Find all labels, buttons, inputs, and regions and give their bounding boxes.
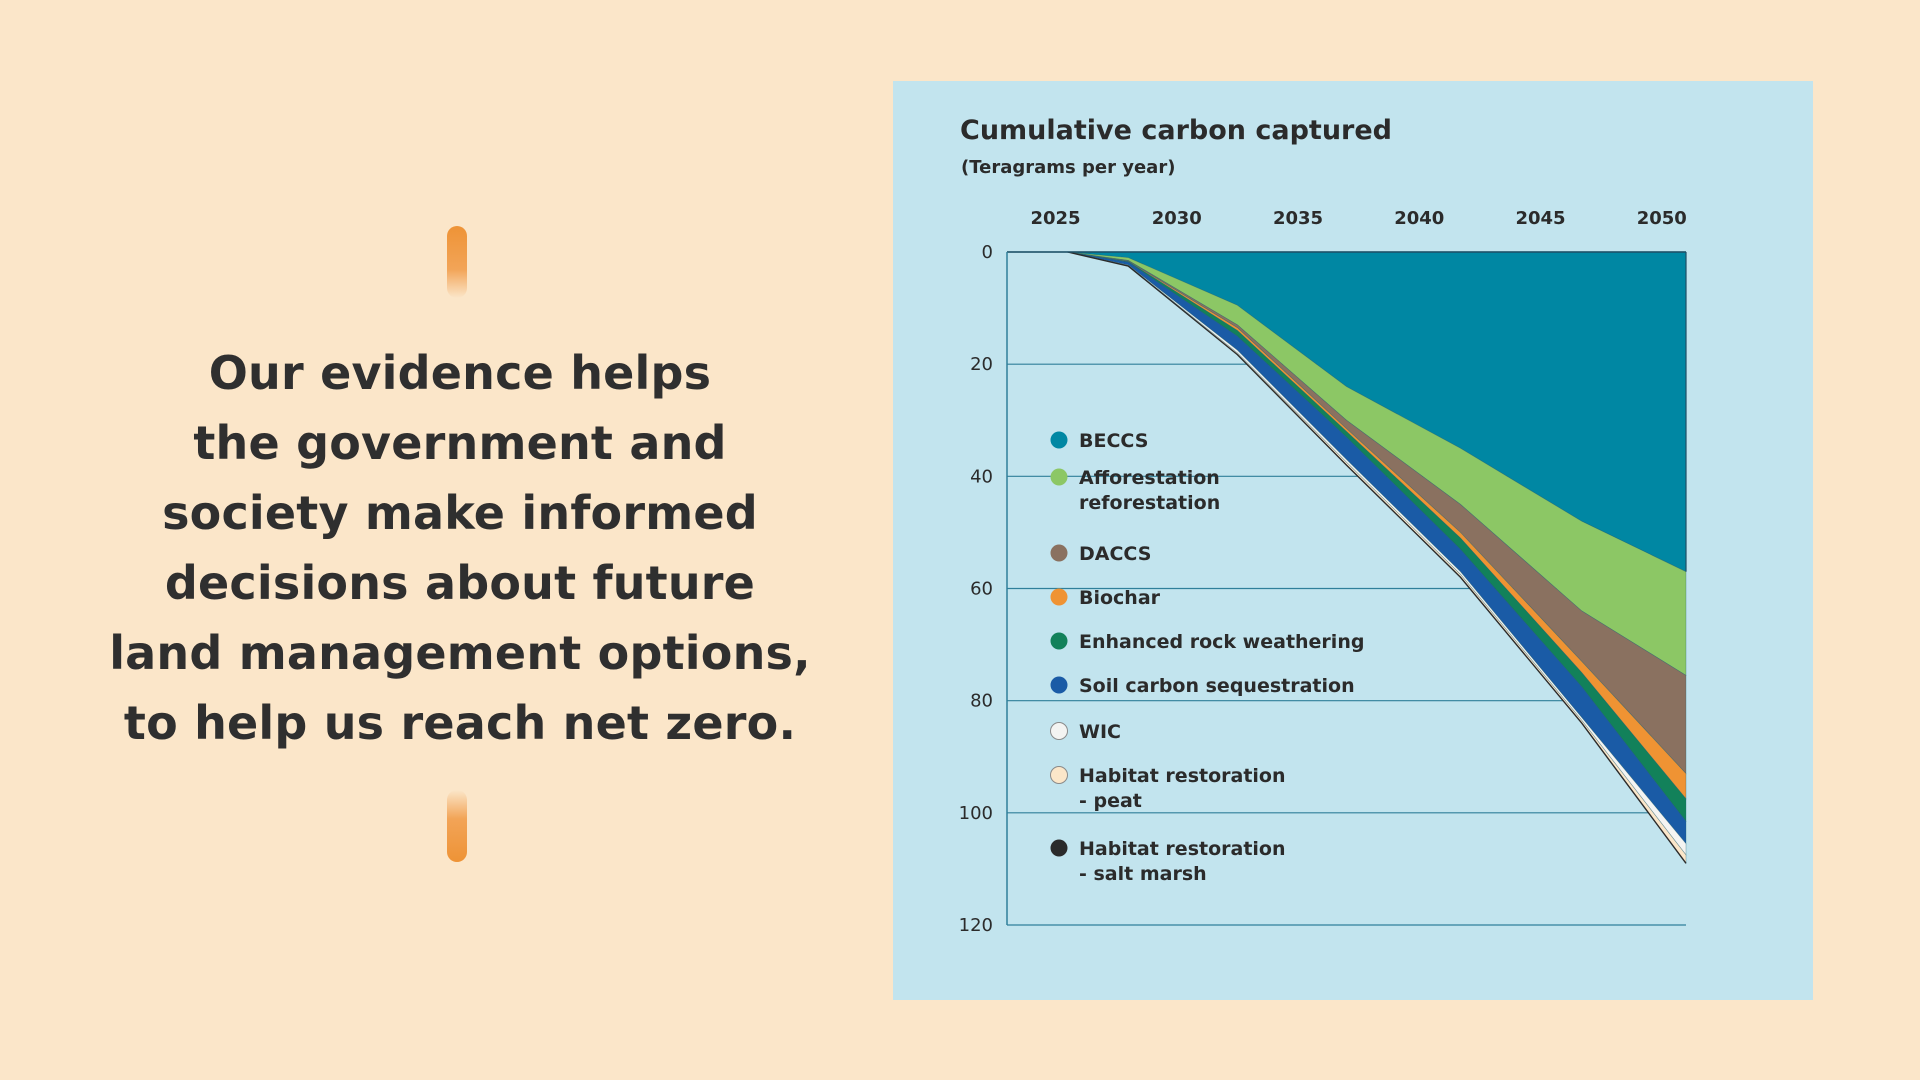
legend-label: Habitat restoration bbox=[1079, 765, 1286, 787]
x-tick-label: 2030 bbox=[1152, 208, 1202, 229]
legend-entry: Soil carbon sequestration bbox=[1050, 675, 1355, 697]
legend-swatch bbox=[1050, 468, 1068, 486]
legend-label: - salt marsh bbox=[1079, 863, 1207, 885]
y-tick-label: 0 bbox=[982, 242, 993, 263]
chart-title: Cumulative carbon captured bbox=[960, 115, 1392, 146]
legend-entry: DACCS bbox=[1050, 543, 1151, 565]
legend-label: DACCS bbox=[1079, 543, 1151, 565]
legend-swatch bbox=[1050, 632, 1068, 650]
legend-swatch bbox=[1050, 722, 1068, 740]
quote-line: to help us reach net zero. bbox=[123, 696, 797, 750]
legend-swatch bbox=[1050, 676, 1068, 694]
chart-panel: Cumulative carbon captured (Teragrams pe… bbox=[893, 81, 1813, 1000]
quote-line: Our evidence helps bbox=[208, 346, 712, 400]
x-tick-label: 2035 bbox=[1273, 208, 1323, 229]
accent-bar-top bbox=[447, 226, 467, 298]
legend-label: - peat bbox=[1079, 790, 1142, 812]
quote-line: land management options, bbox=[109, 626, 811, 680]
legend-swatch bbox=[1050, 766, 1068, 784]
y-tick-label: 80 bbox=[970, 691, 993, 712]
legend-label: Biochar bbox=[1079, 587, 1161, 609]
x-tick-label: 2025 bbox=[1030, 208, 1080, 229]
legend-entry: Enhanced rock weathering bbox=[1050, 631, 1364, 653]
accent-bar-bottom bbox=[447, 790, 467, 862]
legend-entry: Biochar bbox=[1050, 587, 1161, 609]
x-tick-label: 2040 bbox=[1394, 208, 1444, 229]
quote-line: the government and bbox=[193, 416, 727, 470]
area-habitat-restoration-salt-marsh bbox=[1067, 251, 1687, 864]
y-tick-label: 120 bbox=[959, 915, 993, 936]
legend-label: WIC bbox=[1079, 721, 1121, 743]
y-tick-label: 40 bbox=[970, 466, 993, 487]
quote-line: society make informed bbox=[162, 486, 758, 540]
chart-subtitle: (Teragrams per year) bbox=[961, 157, 1175, 178]
legend-swatch bbox=[1050, 544, 1068, 562]
legend-label: Soil carbon sequestration bbox=[1079, 675, 1355, 697]
quote-text: Our evidence helps the government and so… bbox=[60, 338, 860, 758]
legend-entry: Habitat restoration - peat bbox=[1050, 765, 1286, 812]
carbon-captured-chart: Cumulative carbon captured (Teragrams pe… bbox=[959, 115, 1687, 936]
legend-swatch bbox=[1050, 839, 1068, 857]
legend-entry: WIC bbox=[1050, 721, 1121, 743]
legend-label: Enhanced rock weathering bbox=[1079, 631, 1364, 653]
x-tick-label: 2050 bbox=[1637, 208, 1687, 229]
legend-swatch bbox=[1050, 431, 1068, 449]
legend-swatch bbox=[1050, 588, 1068, 606]
quote-line: decisions about future bbox=[164, 556, 756, 610]
y-tick-label: 60 bbox=[970, 579, 993, 600]
legend-entry: BECCS bbox=[1050, 430, 1148, 452]
legend-label: Habitat restoration bbox=[1079, 838, 1286, 860]
legend-entry: Habitat restoration - salt marsh bbox=[1050, 838, 1286, 885]
x-tick-label: 2045 bbox=[1515, 208, 1565, 229]
y-tick-label: 20 bbox=[970, 354, 993, 375]
legend-label: BECCS bbox=[1079, 430, 1148, 452]
y-tick-label: 100 bbox=[959, 803, 993, 824]
legend-label: reforestation bbox=[1079, 492, 1220, 514]
legend-label: Afforestation bbox=[1079, 467, 1220, 489]
legend-entry: Afforestation reforestation bbox=[1050, 467, 1220, 514]
quote-panel: Our evidence helps the government and so… bbox=[60, 220, 860, 870]
